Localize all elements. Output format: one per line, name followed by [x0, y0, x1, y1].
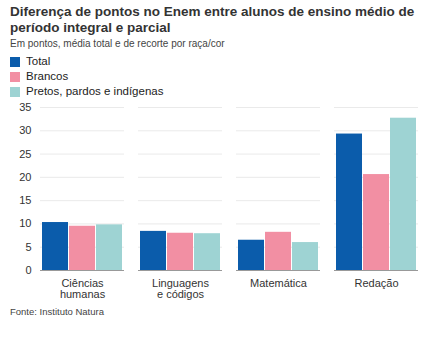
svg-text:25: 25 — [19, 148, 31, 160]
svg-text:5: 5 — [25, 241, 31, 253]
svg-text:35: 35 — [19, 101, 31, 113]
html-text:Diferença de pontos no Enem en: Diferença de pontos no Enem entre alunos… — [10, 4, 415, 35]
svg-text:Ciênciashumanas: Ciênciashumanas — [60, 277, 106, 300]
html-text:Total: Total — [26, 55, 51, 67]
svg-text:20: 20 — [19, 171, 31, 183]
svg-text:10: 10 — [19, 217, 31, 229]
svg-text:Redação: Redação — [354, 277, 398, 289]
html-text:Brancos: Brancos — [26, 70, 69, 82]
html-text:Pretos, pardos e indígenas: Pretos, pardos e indígenas — [26, 85, 164, 97]
svg-text:Matemática: Matemática — [250, 277, 308, 289]
svg-text:30: 30 — [19, 124, 31, 136]
svg-text:15: 15 — [19, 194, 31, 206]
html-text:Em pontos, média total e de re: Em pontos, média total e de recorte por … — [10, 38, 225, 49]
html-text:Fonte: Instituto Natura: Fonte: Instituto Natura — [10, 306, 104, 317]
svg-text:0: 0 — [25, 264, 31, 276]
svg-text:Linguagense códigos: Linguagense códigos — [152, 277, 209, 300]
